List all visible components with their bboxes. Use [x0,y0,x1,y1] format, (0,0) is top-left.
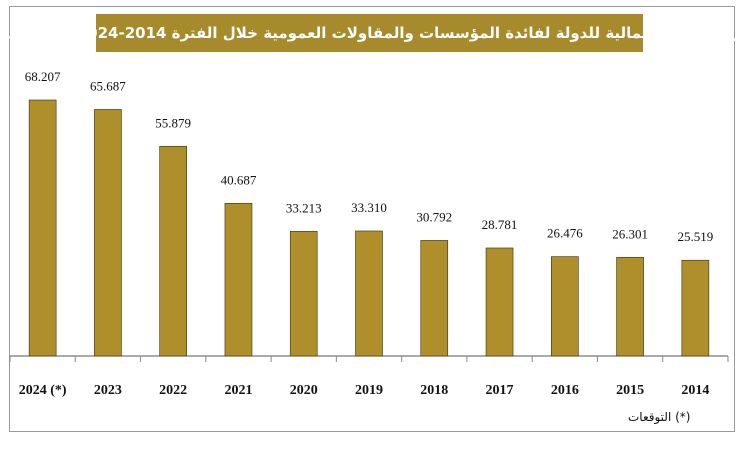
x-tick-label: 2016 [551,383,579,398]
value-label: 68.207 [25,69,61,84]
value-label: 40.687 [221,172,257,187]
x-tick-label: 2020 [290,383,318,398]
x-tick-label: 2019 [355,383,383,398]
value-label: 33.310 [351,200,387,215]
x-tick-label: 2014 [681,383,709,398]
value-label: 30.792 [416,209,452,224]
footnote: (*) التوقعات [628,410,691,424]
x-tick-label: 2022 [159,383,187,398]
bar-2015 [616,256,644,357]
bar-2022 [159,145,187,357]
x-tick-label: 2018 [420,383,448,398]
bar-2021 [224,202,253,357]
bar-2018 [420,240,449,357]
value-label: 55.879 [155,115,191,130]
value-label: 33.213 [286,200,322,215]
x-tick-label: 2024 (*) [19,383,67,398]
value-label: 26.301 [612,226,648,241]
value-label: 25.519 [677,229,713,244]
bar-2014 [681,259,710,357]
x-tick-label: 2015 [616,383,644,398]
bar-2016 [551,256,579,357]
bar-2017 [485,247,514,357]
bar-2023 [94,109,122,357]
chart-title: تطور الإمدادات المالية للدولة لفائدة الم… [0,14,745,52]
value-label: 26.476 [547,226,583,241]
x-tick-label: 2021 [224,383,252,398]
x-tick-label: 2017 [486,383,514,398]
value-label: 28.781 [482,217,518,232]
chart-frame [9,6,735,432]
value-label: 65.687 [90,78,126,93]
bar-2024 [28,99,57,357]
x-tick-label: 2023 [94,383,122,398]
bar-2019 [355,230,383,357]
bar-2020 [289,231,318,357]
